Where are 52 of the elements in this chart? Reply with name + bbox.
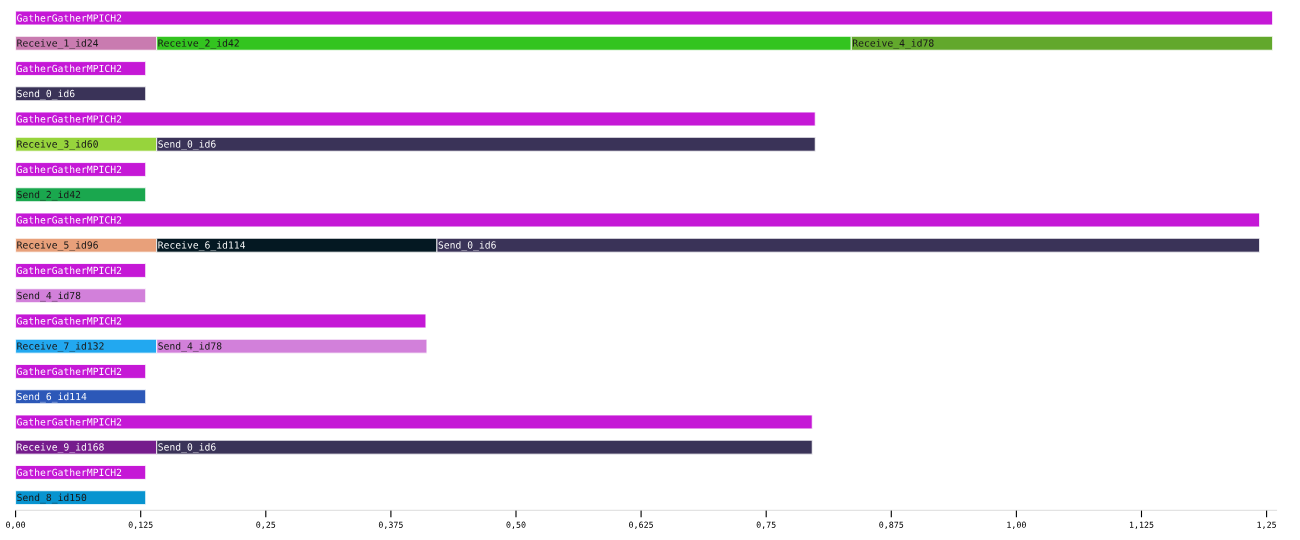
x-tick-label: 0,25 bbox=[256, 521, 276, 529]
data-label: Send_4_id78 bbox=[17, 291, 81, 302]
bar bbox=[15, 490, 147, 506]
x-tick-label: 0,625 bbox=[629, 521, 653, 529]
data-label: Receive_7_id132 bbox=[17, 342, 104, 352]
bar bbox=[15, 10, 1274, 26]
data-label: GatherGatherMPICH2 bbox=[17, 14, 122, 22]
bar bbox=[15, 364, 147, 379]
x-tick-label: 1,00 bbox=[1007, 521, 1026, 529]
bar bbox=[15, 187, 147, 203]
data-label: Receive_6_id114 bbox=[158, 241, 246, 251]
x-tick-label: 1,25 bbox=[1257, 521, 1276, 529]
data-label: Receive_1_id24 bbox=[17, 39, 99, 49]
data-label: GatherGatherMPICH2 bbox=[17, 216, 122, 224]
data-label: GatherGatherMPICH2 bbox=[17, 317, 122, 325]
data-label: GatherGatherMPICH2 bbox=[17, 115, 122, 123]
data-label: Receive_9_id168 bbox=[17, 443, 104, 453]
data-label: Receive_2_id42 bbox=[158, 39, 239, 49]
data-label: Receive_5_id96 bbox=[17, 241, 98, 251]
x-tick-label: 0,00 bbox=[6, 521, 26, 529]
x-tick-label: 0,875 bbox=[879, 521, 904, 529]
data-label: Send_0_id6 bbox=[17, 89, 75, 100]
data-label: Send_0_id6 bbox=[438, 241, 496, 251]
bar bbox=[15, 212, 1261, 228]
data-label: Send_8_id150 bbox=[17, 493, 87, 504]
data-label: GatherGatherMPICH2 bbox=[17, 64, 122, 73]
x-tick-label: 0,75 bbox=[756, 521, 776, 529]
data-label: Send_6_id114 bbox=[17, 392, 87, 403]
data-label: GatherGatherMPICH2 bbox=[17, 468, 122, 477]
x-tick-label: 0,125 bbox=[128, 521, 153, 529]
data-label: Send_2_id42 bbox=[17, 190, 81, 201]
data-label: Send_0_id6 bbox=[158, 140, 216, 150]
bar bbox=[15, 162, 147, 177]
bar bbox=[15, 389, 147, 405]
x-tick-label: 1,125 bbox=[1129, 521, 1154, 529]
data-label: GatherGatherMPICH2 bbox=[17, 367, 122, 376]
bar bbox=[15, 313, 427, 329]
bar bbox=[15, 288, 147, 304]
data-label: GatherGatherMPICH2 bbox=[17, 165, 122, 174]
data-label: GatherGatherMPICH2 bbox=[17, 418, 122, 426]
data-label: Send_0_id6 bbox=[158, 443, 216, 453]
bar bbox=[15, 61, 147, 76]
x-tick-label: 0,375 bbox=[378, 521, 403, 529]
bar bbox=[15, 263, 147, 278]
bar bbox=[15, 111, 816, 127]
x-tick-label: 0,50 bbox=[506, 521, 526, 529]
bar bbox=[15, 414, 813, 430]
data-label: Receive_4_id78 bbox=[852, 39, 934, 49]
data-label: Receive_3_id60 bbox=[17, 140, 98, 150]
data-label: GatherGatherMPICH2 bbox=[17, 266, 122, 275]
bar bbox=[15, 465, 147, 480]
data-label: Send_4_id78 bbox=[158, 342, 222, 352]
